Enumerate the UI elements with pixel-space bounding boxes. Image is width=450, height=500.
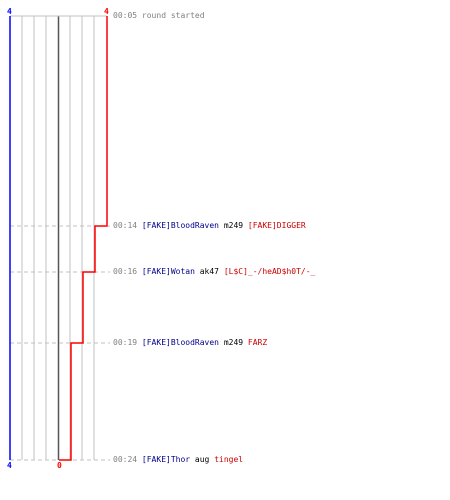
blue-score-top: 4 <box>7 7 12 16</box>
victim-name: tingel <box>214 455 244 464</box>
kill-event: 00:19 [FAKE]BloodRaven m249 FARZ <box>113 338 267 348</box>
event-message: round started <box>141 11 205 20</box>
event-time: 00:14 <box>113 221 138 230</box>
killer-name: [FAKE]BloodRaven <box>141 338 219 347</box>
grid-columns <box>10 15 107 460</box>
victim-name: [L$C]_-/heAD$h0T/-_ <box>223 267 316 276</box>
event-time: 00:16 <box>113 267 138 276</box>
weapon-name: aug <box>194 455 210 464</box>
blue-score-bottom: 4 <box>7 461 12 470</box>
red-score-top: 4 <box>104 7 109 16</box>
victim-name: [FAKE]DIGGER <box>247 221 306 230</box>
killer-name: [FAKE]BloodRaven <box>141 221 219 230</box>
red-score-bottom: 0 <box>57 461 62 470</box>
killer-name: [FAKE]Thor <box>141 455 191 464</box>
event-time: 00:05 <box>113 11 138 20</box>
red-team-line <box>59 16 108 461</box>
weapon-name: m249 <box>223 338 244 347</box>
victim-name: FARZ <box>247 338 268 347</box>
kill-event: 00:16 [FAKE]Wotan ak47 [L$C]_-/heAD$h0T/… <box>113 267 315 277</box>
killer-name: [FAKE]Wotan <box>141 267 195 276</box>
event-round-start: 00:05 round started <box>113 11 205 21</box>
kill-event: 00:14 [FAKE]BloodRaven m249 [FAKE]DIGGER <box>113 221 306 231</box>
event-time: 00:24 <box>113 455 138 464</box>
event-time: 00:19 <box>113 338 138 347</box>
weapon-name: m249 <box>223 221 244 230</box>
weapon-name: ak47 <box>199 267 219 276</box>
kill-event: 00:24 [FAKE]Thor aug tingel <box>113 455 243 465</box>
